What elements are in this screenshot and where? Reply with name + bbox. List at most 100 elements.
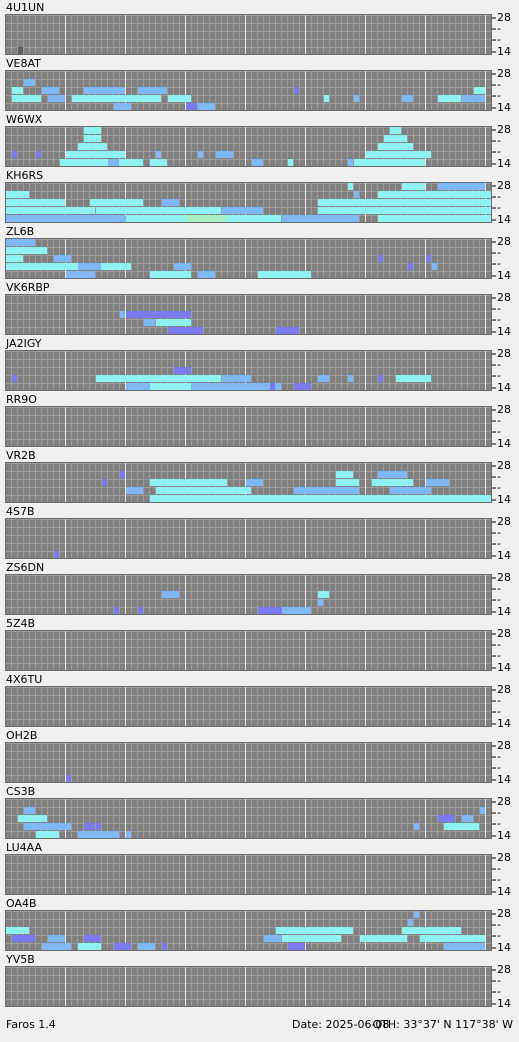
band-label: - [497,817,501,830]
signal-cell [444,943,485,950]
signal-cell [384,135,407,142]
signal-cell [162,943,167,950]
signal-cell [390,127,401,134]
signal-cell [18,47,23,54]
signal-cell [48,95,65,102]
band-label: 14 [497,157,511,170]
signal-cell [324,95,329,102]
grid-border [5,686,492,727]
signal-cell [306,215,359,222]
band-label: - [497,33,501,46]
grid [6,575,492,615]
signal-cell [282,935,341,942]
grid-border [5,518,492,559]
signal-cell [396,375,431,382]
grid [6,687,492,727]
signal-cell [6,199,65,206]
signal-cell [354,159,425,166]
signal-cell [288,943,305,950]
signal-cell [18,815,47,822]
date: Date: 2025-06-08 [292,1018,389,1031]
signal-cell [120,311,125,318]
signal-cell [78,143,107,150]
band-label: 28 [497,11,511,24]
band-label: - [497,145,501,158]
grid [6,967,492,1007]
station-name: LU4AA [6,841,42,854]
signal-cell [372,479,413,486]
signal-cell [6,263,131,270]
signal-cell [336,479,359,486]
signal-cell [360,935,407,942]
band-label: 14 [497,549,511,562]
signal-cell [168,327,203,334]
band-label: 28 [497,627,511,640]
signal-cell [258,271,311,278]
grid [6,295,492,335]
signal-cell [12,87,23,94]
signal-cell [264,935,281,942]
station-name: ZS6DN [6,561,44,574]
signal-cell [66,775,71,782]
band-label: 14 [497,941,511,954]
grid-border [5,238,492,279]
signal-cell [186,103,197,110]
signal-cell [96,375,221,382]
signal-cell [84,87,125,94]
signal-cell [276,327,299,334]
grid [6,631,492,671]
signal-cell [198,151,203,158]
station-name: OA4B [6,897,37,910]
grid-border [5,742,492,783]
band-label: - [497,593,501,606]
band-label: - [497,78,501,91]
grid [6,71,492,111]
band-label: - [497,873,501,886]
band-label: - [497,425,501,438]
signal-cell [318,199,491,206]
signal-cell [258,607,299,614]
band-label: - [497,929,501,942]
grid-border [5,854,492,895]
signal-cell [216,151,233,158]
band-label: 28 [497,179,511,192]
grid [6,15,492,55]
grid-border [5,574,492,615]
band-label: - [497,705,501,718]
band-label: - [497,694,501,707]
band-label: - [497,246,501,259]
signal-cell [6,207,95,214]
signal-cell [138,943,155,950]
signal-cell [24,79,35,86]
band-label: 14 [497,269,511,282]
band-label: 28 [497,347,511,360]
signal-cell [186,215,227,222]
signal-cell [378,215,491,222]
station-name: OH2B [6,729,37,742]
grid-border [5,70,492,111]
grid-border [5,182,492,223]
signal-cell [348,159,353,166]
signal-cell [474,87,485,94]
signal-cell [438,183,485,190]
band-label: 14 [497,829,511,842]
grid-border [5,14,492,55]
band-label: 14 [497,325,511,338]
station-name: KH6RS [6,169,43,182]
signal-cell [60,159,143,166]
band-label: - [497,470,501,483]
signal-cell [444,823,479,830]
band-label: - [497,638,501,651]
band-label: 14 [497,493,511,506]
grid-border [5,966,492,1007]
signal-cell [198,103,215,110]
signal-cell [126,831,131,838]
signal-cell [354,95,359,102]
band-label: 14 [497,773,511,786]
station-name: VK6RBP [6,281,50,294]
signal-cell [102,479,107,486]
band-label: 14 [497,213,511,226]
signal-cell [150,495,491,502]
signal-cell [84,127,101,134]
signal-cell [294,487,359,494]
